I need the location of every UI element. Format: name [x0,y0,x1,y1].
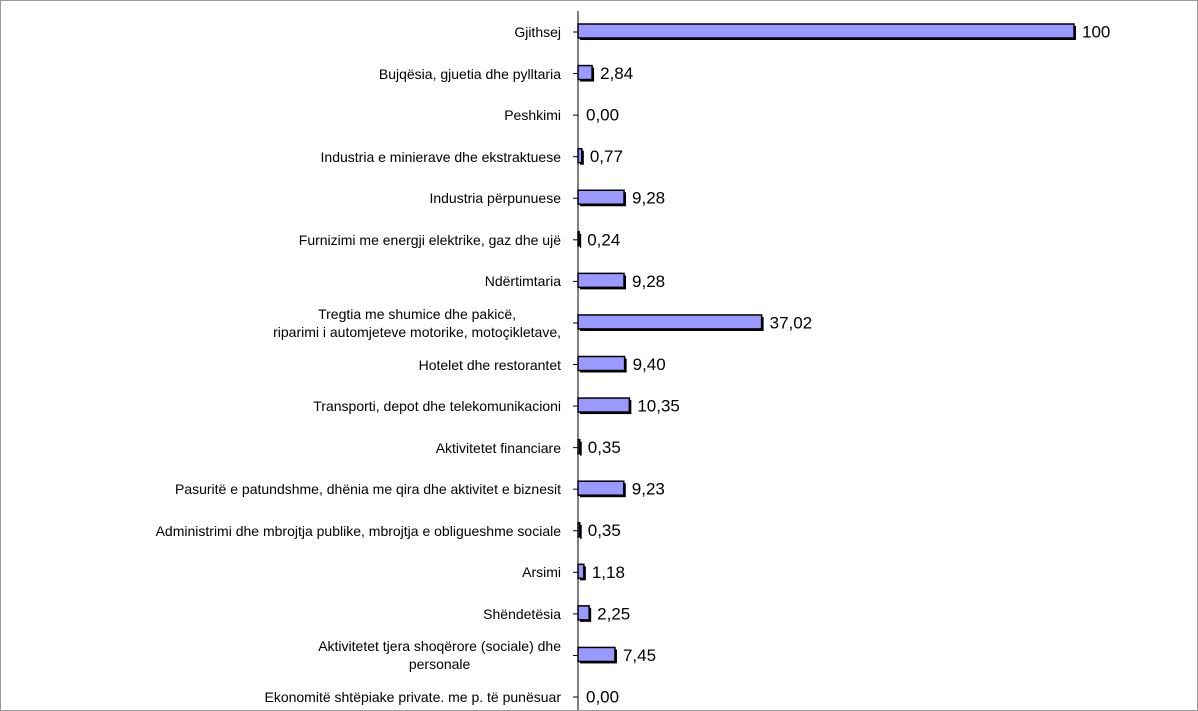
category-label: Transporti, depot dhe telekomunikacioni [313,398,561,415]
bar-shadow [580,441,582,456]
category-label: Administrimi dhe mbrojtja publike, mbroj… [155,522,561,539]
value-label: 0,00 [586,106,619,125]
value-label: 37,02 [770,313,813,332]
category-label: Bujqësia, gjuetia dhe pylltaria [378,65,561,82]
category-label: Pasuritë e patundshme, dhënia me qira dh… [174,481,561,498]
bar [577,314,763,330]
value-label: 0,35 [588,438,621,457]
category-label: Ndërtimtaria [484,273,561,290]
bar [577,272,625,289]
value-label: 9,28 [632,189,665,208]
category-label: Peshkimi [504,107,561,124]
value-label: 9,28 [632,272,665,291]
category-label: Tregtia me shumice dhe pakicë, riparimi … [273,305,561,340]
value-label: 0,24 [587,230,620,249]
value-label: 0,77 [590,147,623,166]
category-label: Aktivitetet tjera shoqërore (sociale) dh… [318,638,561,673]
category-label: Furnizimi me energji elektrike, gaz dhe … [298,231,561,248]
bar [577,355,626,372]
category-label: Shëndetësia [483,605,561,622]
bar [577,189,625,205]
value-label: 2,84 [600,64,633,83]
category-label: Ekonomitë shtëpiake private. me p. të pu… [264,689,561,705]
bar [577,397,631,413]
value-label: 7,45 [623,646,656,665]
bar-shadow [580,524,582,539]
value-label: 1,18 [592,563,625,582]
value-label: 9,40 [633,355,666,374]
bar [577,480,625,496]
bar [577,147,583,164]
bar [577,231,580,247]
value-label: 9,23 [632,480,665,499]
bar [577,522,581,538]
value-label: 0,35 [588,521,621,540]
bar [577,438,581,455]
value-label: 0,00 [586,687,619,706]
category-label: Aktivitetet financiare [435,439,561,456]
category-label: Hotelet dhe restorantet [418,356,561,373]
category-label: Industria e minierave dhe ekstraktuese [320,148,561,165]
bar [577,605,590,621]
value-label: 2,25 [597,604,630,623]
bar [577,646,616,663]
category-label: Gjithsej [514,24,561,40]
bar-shadow [580,233,582,248]
category-label: Arsimi [522,564,561,581]
value-label: 10,35 [637,397,680,416]
bar [577,64,593,81]
value-label: 100 [1082,22,1110,41]
bar [577,23,1075,39]
category-label: Industria përpunuese [429,190,561,207]
bar [577,563,585,580]
